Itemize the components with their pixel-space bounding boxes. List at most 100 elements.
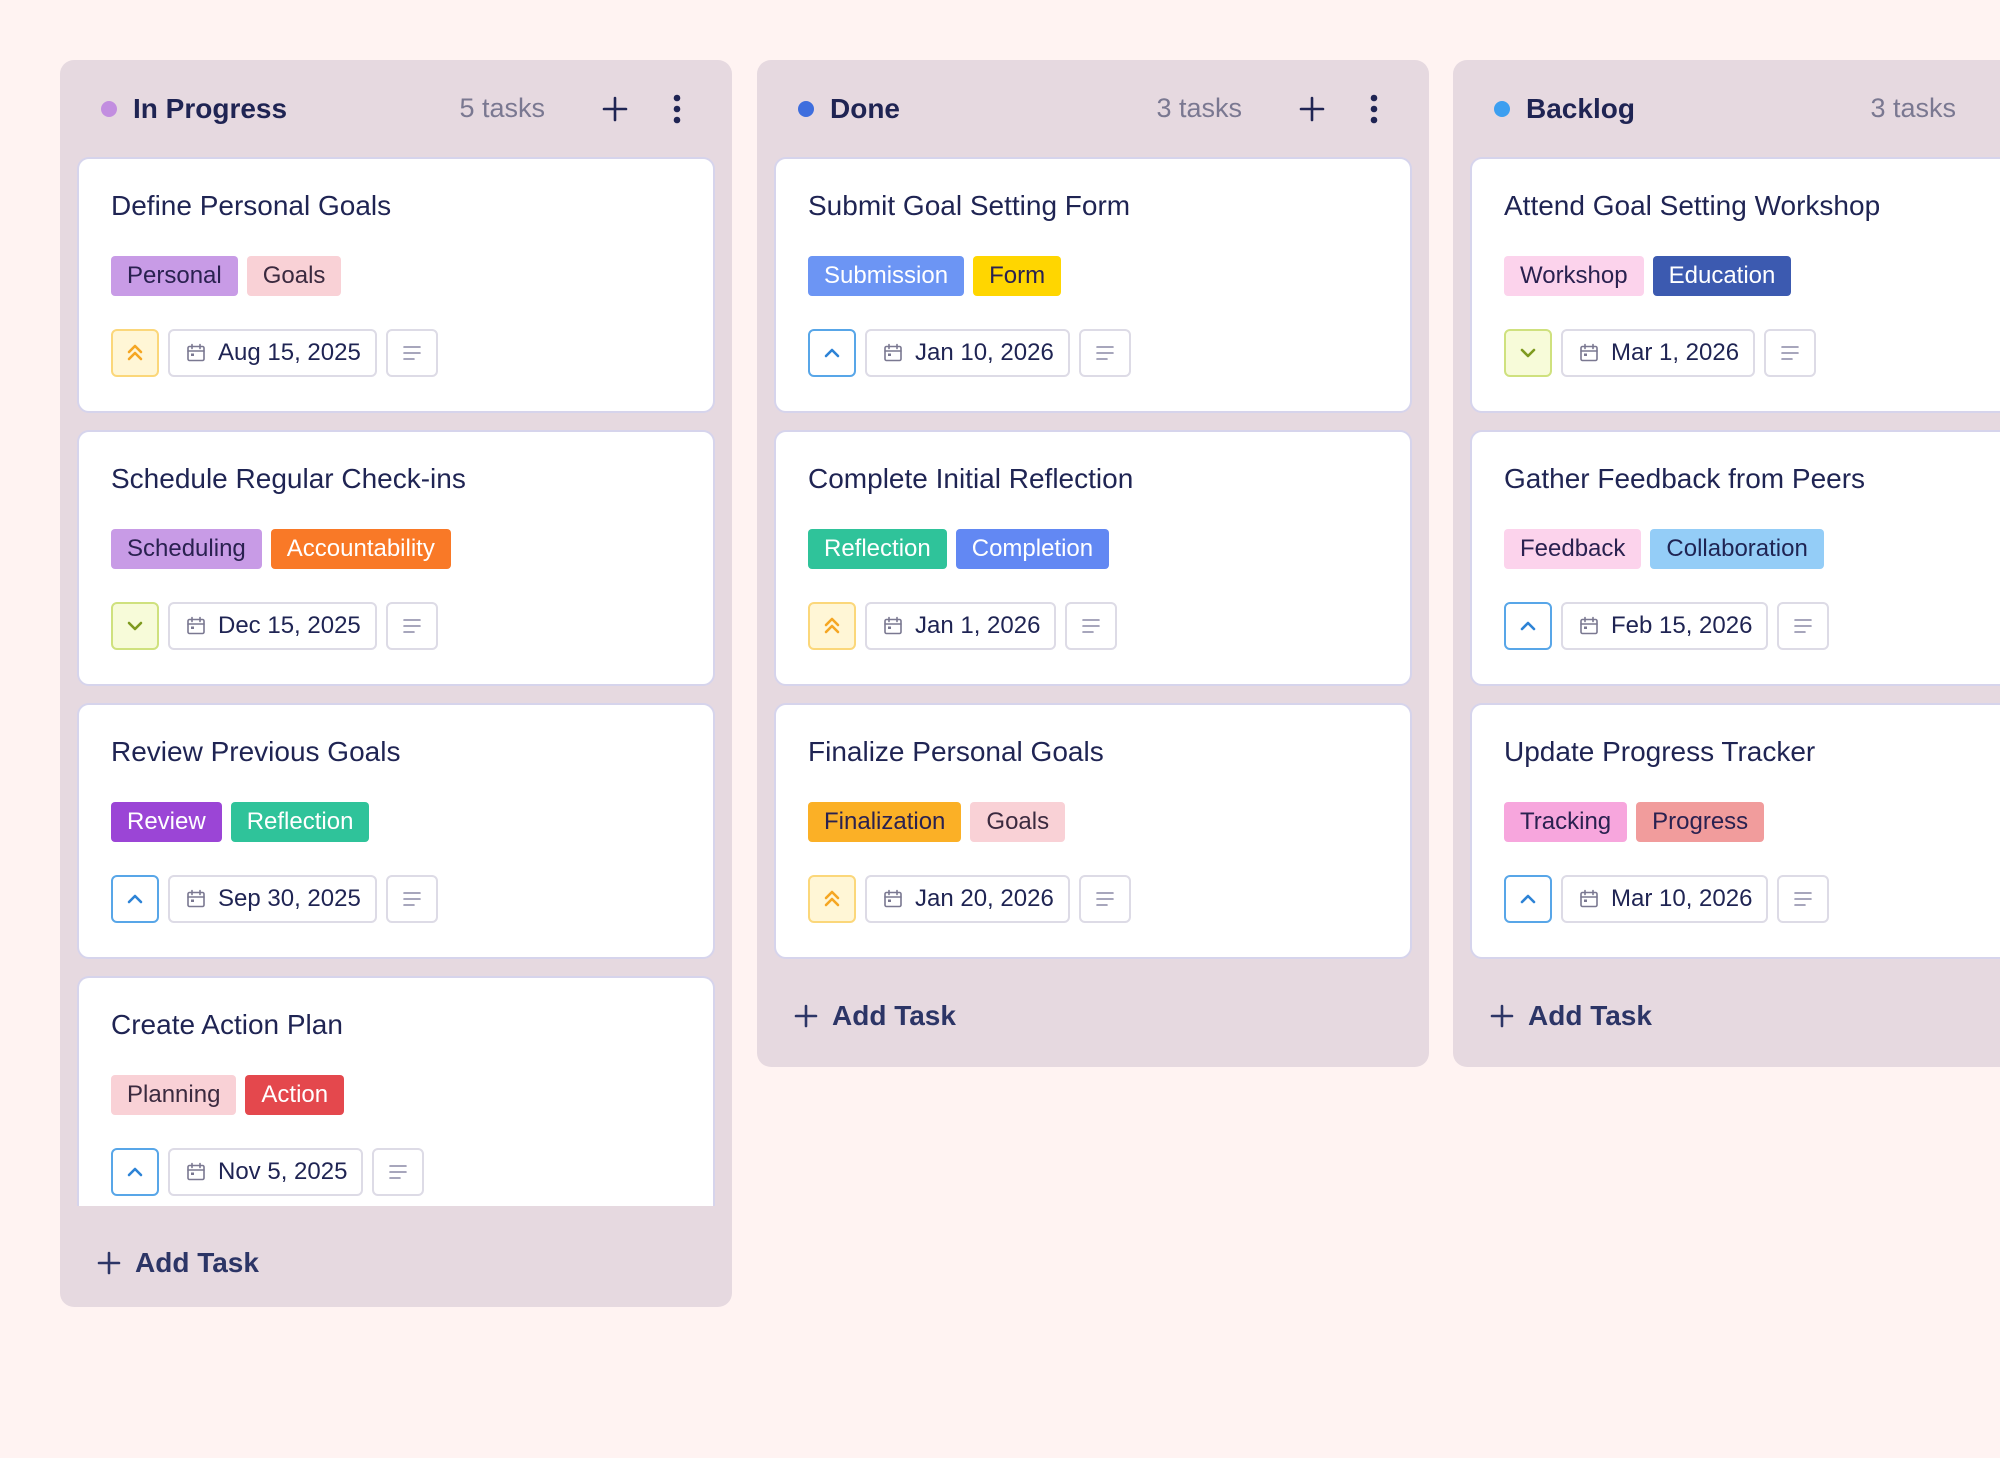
notes-icon <box>1794 619 1813 633</box>
priority-button[interactable] <box>111 602 159 650</box>
task-card[interactable]: Gather Feedback from Peers Feedback Collab… <box>1470 430 2000 686</box>
due-date-button[interactable]: Aug 15, 2025 <box>168 329 377 377</box>
due-date: Mar 10, 2026 <box>1611 885 1753 912</box>
due-date-button[interactable]: Mar 10, 2026 <box>1561 875 1769 923</box>
notes-button[interactable] <box>1065 602 1118 650</box>
priority-button[interactable] <box>111 1148 159 1196</box>
tag-badge: Completion <box>955 529 1110 569</box>
task-card[interactable]: Create Action Plan Planning Action Nov 5, 2… <box>77 976 715 1206</box>
notes-button[interactable] <box>372 1148 425 1196</box>
more-vertical-icon <box>1370 94 1378 123</box>
column-title: Backlog <box>1526 92 1635 124</box>
task-card[interactable]: Update Progress Tracker Tracking Progress M… <box>1470 703 2000 959</box>
calendar-icon <box>1580 889 1598 908</box>
due-date: Dec 15, 2025 <box>218 612 361 639</box>
add-task-header-button[interactable] <box>1290 87 1334 131</box>
double-chevron-up-icon <box>127 344 143 361</box>
column-header: In Progress 5 tasks <box>77 60 715 157</box>
due-date-button[interactable]: Jan 10, 2026 <box>865 329 1070 377</box>
priority-button[interactable] <box>1504 602 1552 650</box>
task-card[interactable]: Define Personal Goals Personal Goals Aug 15… <box>77 157 715 413</box>
add-task-button[interactable]: Add Task <box>77 1206 715 1320</box>
task-card[interactable]: Schedule Regular Check-ins Scheduling Acco… <box>77 430 715 686</box>
priority-button[interactable] <box>808 602 856 650</box>
due-date-button[interactable]: Jan 20, 2026 <box>865 875 1070 923</box>
notes-button[interactable] <box>385 602 438 650</box>
notes-button[interactable] <box>1777 602 1830 650</box>
tag-badge: Form <box>973 256 1062 296</box>
due-date-button[interactable]: Mar 1, 2026 <box>1561 329 1756 377</box>
task-title: Define Personal Goals <box>111 190 392 221</box>
priority-button[interactable] <box>1504 329 1552 377</box>
calendar-icon <box>1580 616 1598 635</box>
status-dot <box>798 100 814 117</box>
task-card[interactable]: Attend Goal Setting Workshop Workshop Educ… <box>1470 157 2000 413</box>
card-meta: Aug 15, 2025 <box>111 329 681 377</box>
card-meta: Jan 1, 2026 <box>808 602 1378 650</box>
chevron-down-icon <box>1520 348 1536 358</box>
card-meta: Mar 10, 2026 <box>1504 875 2000 923</box>
task-card[interactable]: Submit Goal Setting Form Submission Form Ja… <box>774 157 1412 413</box>
priority-button[interactable] <box>111 875 159 923</box>
notes-icon <box>1082 619 1101 633</box>
column-header: Backlog 3 tasks <box>1470 60 1996 157</box>
plus-icon <box>1490 1004 1514 1028</box>
double-chevron-up-icon <box>824 617 840 634</box>
tag-badge: Collaboration <box>1650 529 1824 569</box>
card-list: Submit Goal Setting Form Submission Form Ja… <box>774 157 1412 959</box>
tag-list: Review Reflection <box>111 802 681 842</box>
plus-icon <box>602 96 628 121</box>
calendar-icon <box>187 343 205 362</box>
column-menu-button[interactable] <box>1352 87 1396 131</box>
priority-button[interactable] <box>808 329 856 377</box>
column-in-progress: In Progress 5 tasks Define Personal Goal… <box>60 60 732 1307</box>
add-task-label: Add Task <box>1528 1000 1652 1031</box>
priority-button[interactable] <box>808 875 856 923</box>
more-vertical-icon <box>673 94 681 123</box>
notes-button[interactable] <box>385 875 438 923</box>
task-title: Complete Initial Reflection <box>808 463 1134 494</box>
notes-icon <box>1095 892 1114 906</box>
notes-button[interactable] <box>1078 875 1131 923</box>
status-dot <box>1494 100 1510 117</box>
card-meta: Mar 1, 2026 <box>1504 329 2000 377</box>
calendar-icon <box>1580 343 1598 362</box>
task-card[interactable]: Finalize Personal Goals Finalization Goals… <box>774 703 1412 959</box>
due-date-button[interactable]: Feb 15, 2026 <box>1561 602 1769 650</box>
tag-badge: Progress <box>1636 802 1765 842</box>
tag-badge: Reflection <box>230 802 370 842</box>
tag-badge: Reflection <box>808 529 947 569</box>
tag-list: Submission Form <box>808 256 1378 296</box>
calendar-icon <box>884 616 902 635</box>
notes-icon <box>402 619 421 633</box>
due-date: Feb 15, 2026 <box>1611 612 1753 639</box>
due-date: Mar 1, 2026 <box>1611 339 1740 366</box>
due-date-button[interactable]: Dec 15, 2025 <box>168 602 377 650</box>
column-menu-button[interactable] <box>655 87 699 131</box>
priority-button[interactable] <box>1504 875 1552 923</box>
tag-badge: Review <box>111 802 222 842</box>
notes-button[interactable] <box>1078 329 1131 377</box>
task-card[interactable]: Complete Initial Reflection Reflection Com… <box>774 430 1412 686</box>
task-title: Review Previous Goals <box>111 736 401 767</box>
due-date-button[interactable]: Sep 30, 2025 <box>168 875 377 923</box>
card-meta: Jan 20, 2026 <box>808 875 1378 923</box>
add-task-button[interactable]: Add Task <box>1470 959 1996 1073</box>
priority-button[interactable] <box>111 329 159 377</box>
due-date-button[interactable]: Jan 1, 2026 <box>865 602 1057 650</box>
due-date-button[interactable]: Nov 5, 2025 <box>168 1148 364 1196</box>
tag-badge: Workshop <box>1504 256 1644 296</box>
notes-button[interactable] <box>1764 329 1817 377</box>
notes-icon <box>402 346 421 360</box>
notes-button[interactable] <box>1777 875 1830 923</box>
task-card[interactable]: Review Previous Goals Review Reflection Sep… <box>77 703 715 959</box>
notes-button[interactable] <box>385 329 438 377</box>
due-date: Nov 5, 2025 <box>218 1158 348 1185</box>
task-count: 3 tasks <box>1156 93 1242 123</box>
tag-badge: Tracking <box>1504 802 1628 842</box>
add-task-header-button[interactable] <box>593 87 637 131</box>
add-task-button[interactable]: Add Task <box>774 959 1412 1073</box>
add-task-label: Add Task <box>832 1000 956 1031</box>
chevron-down-icon <box>127 621 143 631</box>
